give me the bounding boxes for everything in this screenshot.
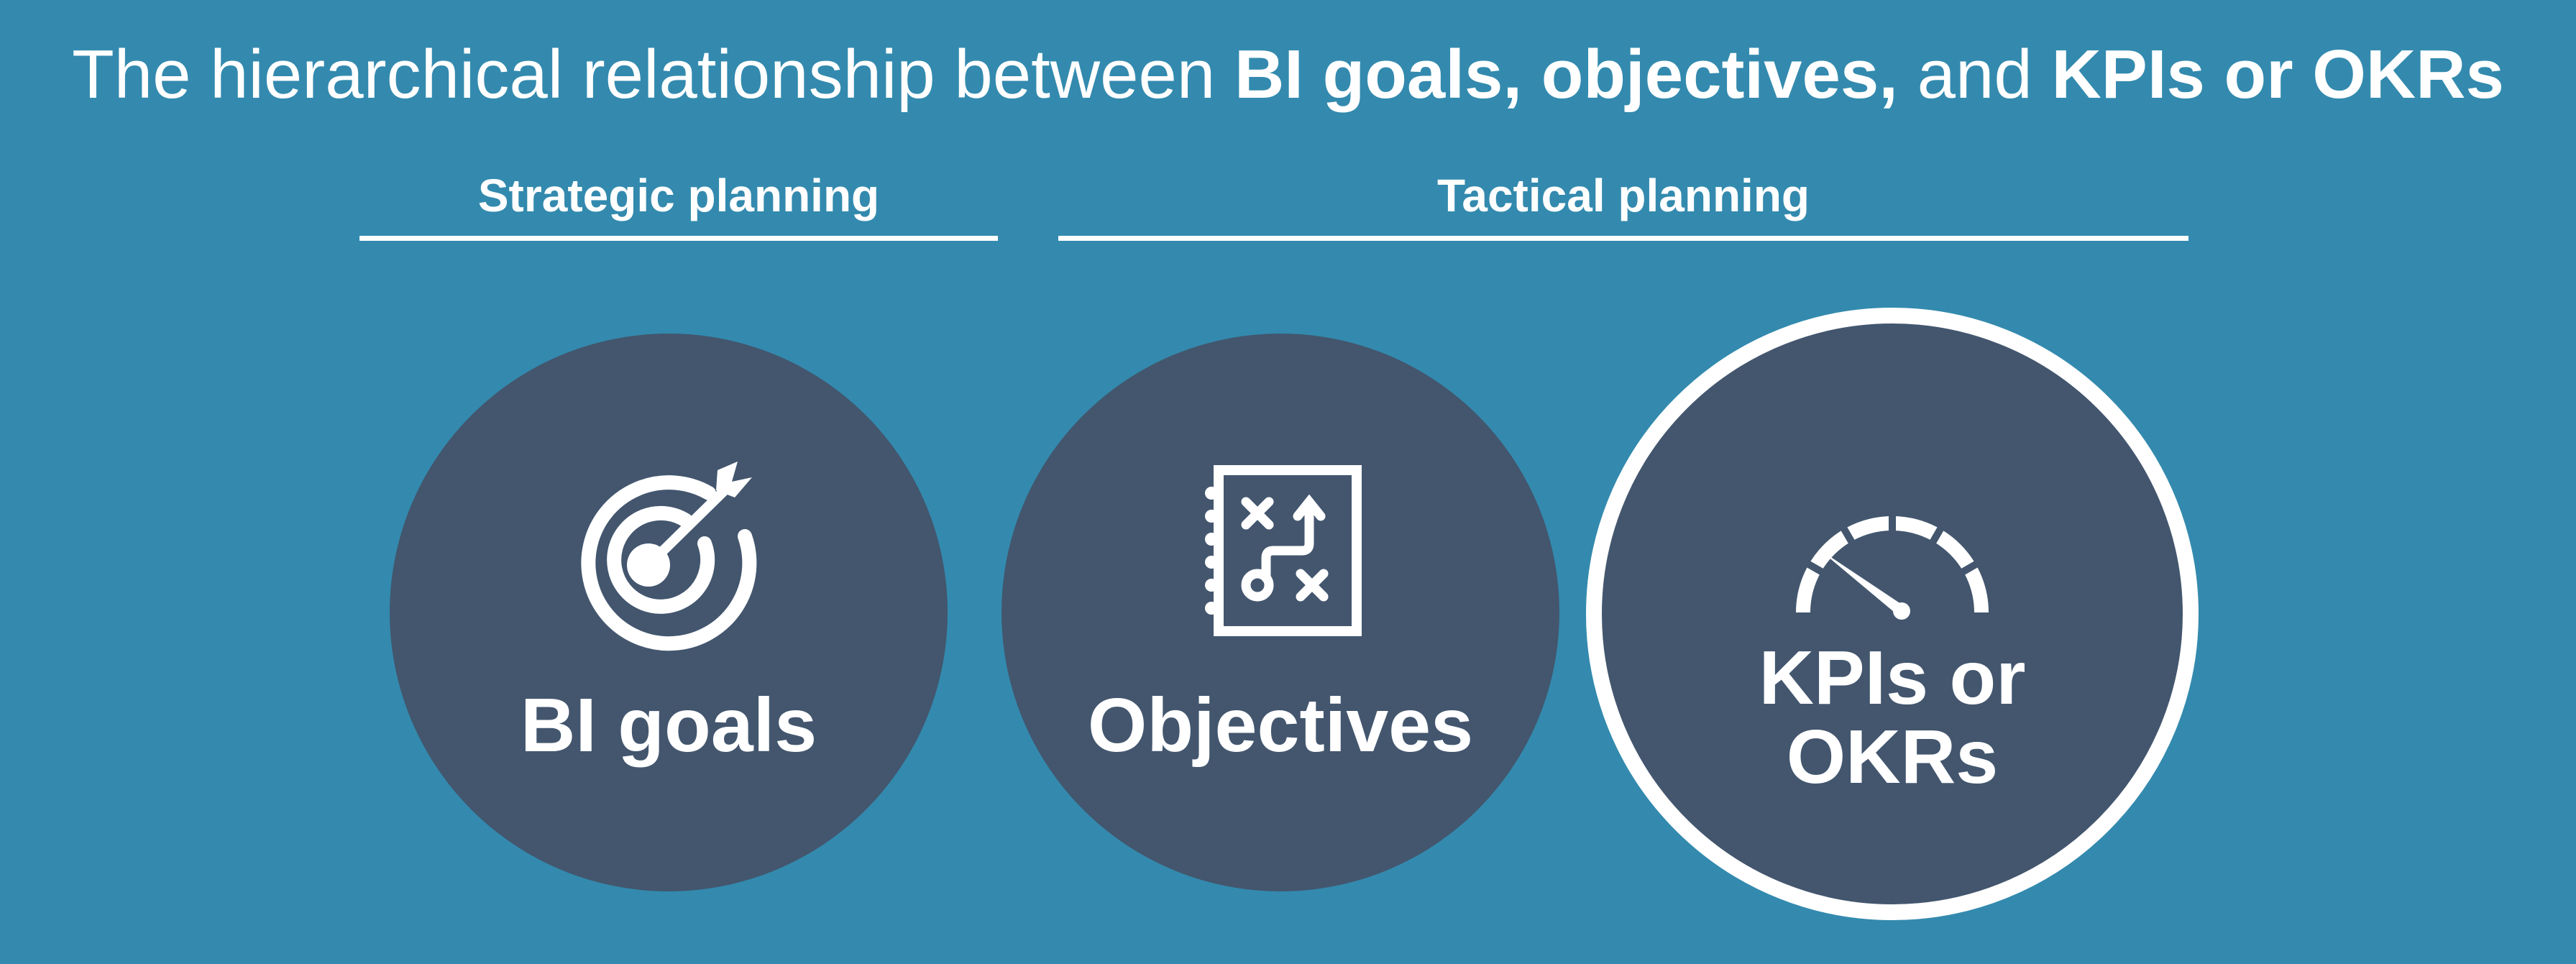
section-label-tactical: Tactical planning <box>1437 170 1810 221</box>
gauge-icon <box>1796 515 1989 620</box>
node-objectives: Objectives <box>1001 334 1559 891</box>
page-title: The hierarchical relationship between BI… <box>0 32 2576 118</box>
section-rule-strategic <box>359 236 998 241</box>
title-text-goals-objectives: BI goals, objectives, <box>1234 36 1898 113</box>
node-label-bi-goals: BI goals <box>520 683 817 768</box>
node-label-kpis-line1: KPIs or <box>1759 635 2026 720</box>
section-rule-tactical <box>1058 236 2188 241</box>
target-arrow-icon <box>581 462 757 651</box>
section-label-strategic: Strategic planning <box>477 170 880 221</box>
node-bi-goals: BI goals <box>390 334 948 891</box>
title-text-lead: The hierarchical relationship between <box>72 36 1234 113</box>
title-text-and: and <box>1897 36 2052 113</box>
strategy-notebook-icon <box>1205 465 1362 636</box>
title-text-kpis-okrs: KPIs or OKRs <box>2051 36 2504 113</box>
node-label-objectives: Objectives <box>1087 683 1474 768</box>
node-kpis-okrs: KPIs or OKRs <box>1586 308 2199 920</box>
node-label-kpis-line2: OKRs <box>1786 715 1999 799</box>
